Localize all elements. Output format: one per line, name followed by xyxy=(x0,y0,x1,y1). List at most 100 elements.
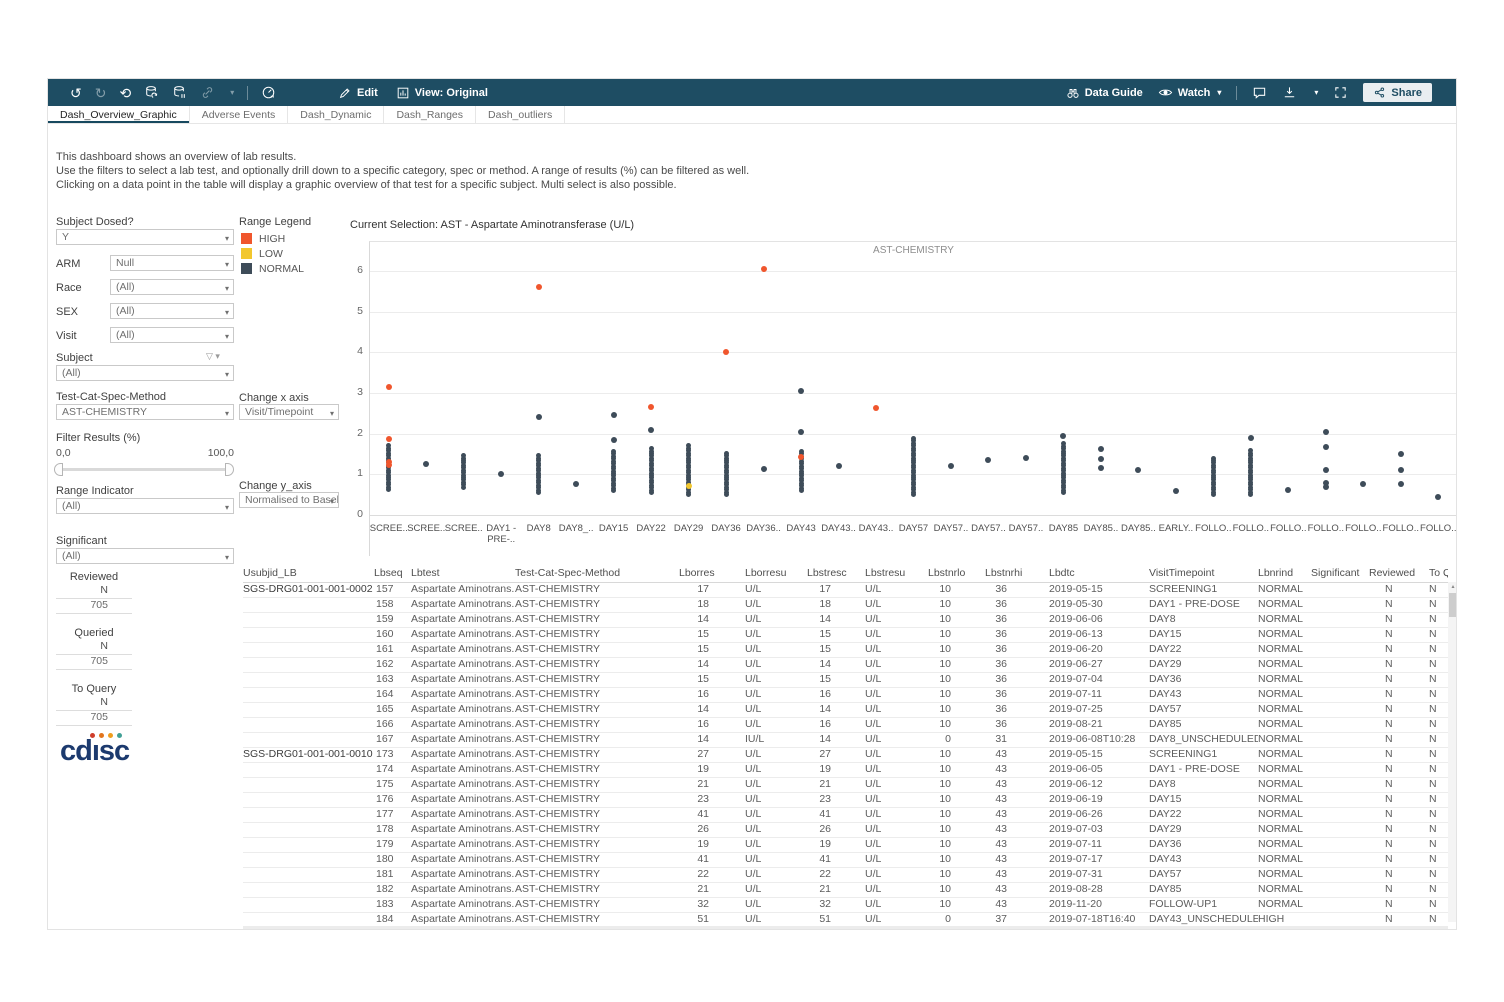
filter-dropdown-arm[interactable]: Null ▾ xyxy=(110,255,234,271)
column-header-lborres[interactable]: Lborres xyxy=(679,567,715,579)
column-header-significant[interactable]: Significant xyxy=(1311,567,1360,579)
tab-dash-overview-graphic[interactable]: Dash_Overview_Graphic xyxy=(48,106,190,123)
axis-control-dropdown-0[interactable]: Visit/Timepoint ▾ xyxy=(239,404,339,420)
data-point-normal[interactable] xyxy=(1322,467,1329,474)
table-row[interactable]: 175 Aspartate Aminotrans.. AST-CHEMISTRY 21… xyxy=(243,777,1448,793)
data-point-normal[interactable] xyxy=(461,479,467,485)
data-point-normal[interactable] xyxy=(1248,467,1254,473)
data-point-normal[interactable] xyxy=(386,479,392,485)
filter-dropdown-subject-dosed-[interactable]: Y ▾ xyxy=(56,229,234,245)
data-point-normal[interactable] xyxy=(536,453,542,459)
filter-dropdown-significant[interactable]: (All) ▾ xyxy=(56,548,234,564)
data-point-normal[interactable] xyxy=(723,479,729,485)
table-row[interactable]: 165 Aspartate Aminotrans.. AST-CHEMISTRY 14… xyxy=(243,702,1448,718)
data-point-normal[interactable] xyxy=(386,472,392,478)
table-row[interactable]: 160 Aspartate Aminotrans.. AST-CHEMISTRY 15… xyxy=(243,627,1448,643)
data-point-normal[interactable] xyxy=(911,450,916,456)
data-point-normal[interactable] xyxy=(1060,441,1066,447)
data-point-normal[interactable] xyxy=(1060,448,1066,454)
data-point-normal[interactable] xyxy=(536,487,542,493)
data-point-normal[interactable] xyxy=(386,445,392,451)
data-point-normal[interactable] xyxy=(648,487,654,493)
data-point-normal[interactable] xyxy=(536,482,542,488)
data-point-normal[interactable] xyxy=(423,461,430,468)
data-point-normal[interactable] xyxy=(1248,489,1254,495)
data-point-normal[interactable] xyxy=(1248,477,1254,483)
filter-dropdown-race[interactable]: (All) ▾ xyxy=(110,279,234,295)
data-point-normal[interactable] xyxy=(386,455,392,461)
table-row[interactable]: 178 Aspartate Aminotrans.. AST-CHEMISTRY 26… xyxy=(243,822,1448,838)
table-row[interactable]: 166 Aspartate Aminotrans.. AST-CHEMISTRY 16… xyxy=(243,717,1448,733)
table-row[interactable]: SGS-DRG01-001-001-0002 157 Aspartate Amino… xyxy=(243,582,1448,598)
column-header-lbdtc[interactable]: Lbdtc xyxy=(1049,567,1075,579)
data-point-normal[interactable] xyxy=(1097,446,1104,453)
tab-dash-ranges[interactable]: Dash_Ranges xyxy=(384,106,477,123)
data-point-normal[interactable] xyxy=(985,456,992,463)
column-header-usubjid-lb[interactable]: Usubjid_LB xyxy=(243,567,297,579)
column-header-lbstnrhi[interactable]: Lbstnrhi xyxy=(985,567,1023,579)
data-point-normal[interactable] xyxy=(611,480,617,486)
data-point-normal[interactable] xyxy=(461,484,467,490)
data-point-normal[interactable] xyxy=(1285,486,1292,493)
data-point-normal[interactable] xyxy=(1210,484,1216,490)
data-point-normal[interactable] xyxy=(798,428,805,435)
data-point-normal[interactable] xyxy=(1097,465,1104,472)
data-point-normal[interactable] xyxy=(911,467,916,473)
data-point-normal[interactable] xyxy=(648,482,654,488)
data-point-normal[interactable] xyxy=(1060,470,1066,476)
data-point-normal[interactable] xyxy=(911,445,916,451)
column-header-lbstresc[interactable]: Lbstresc xyxy=(807,567,847,579)
data-point-normal[interactable] xyxy=(573,481,580,488)
data-point-normal[interactable] xyxy=(461,467,467,473)
results-slider-track[interactable] xyxy=(54,463,234,476)
data-point-normal[interactable] xyxy=(610,412,617,419)
scroll-up-icon[interactable]: ▴ xyxy=(1451,584,1455,590)
table-row[interactable]: 158 Aspartate Aminotrans.. AST-CHEMISTRY 18… xyxy=(243,597,1448,613)
column-header-test-cat-spec-method[interactable]: Test-Cat-Spec-Method xyxy=(515,567,621,579)
watch-button[interactable]: Watch ▾ xyxy=(1158,85,1221,100)
table-row[interactable]: 180 Aspartate Aminotrans.. AST-CHEMISTRY 41… xyxy=(243,852,1448,868)
table-row[interactable]: 161 Aspartate Aminotrans.. AST-CHEMISTRY 15… xyxy=(243,642,1448,658)
data-point-normal[interactable] xyxy=(686,472,692,478)
data-point-normal[interactable] xyxy=(1210,467,1216,473)
data-point-normal[interactable] xyxy=(536,465,542,471)
data-point-normal[interactable] xyxy=(686,445,692,451)
data-point-normal[interactable] xyxy=(686,455,692,461)
data-point-normal[interactable] xyxy=(1022,455,1029,462)
data-point-normal[interactable] xyxy=(723,462,729,468)
view-original-button[interactable]: View: Original xyxy=(396,86,488,100)
data-point-high[interactable] xyxy=(798,454,805,461)
table-row[interactable]: 177 Aspartate Aminotrans.. AST-CHEMISTRY 41… xyxy=(243,807,1448,823)
data-point-normal[interactable] xyxy=(947,463,954,470)
data-point-normal[interactable] xyxy=(1248,448,1254,454)
data-point-normal[interactable] xyxy=(536,477,542,483)
data-point-normal[interactable] xyxy=(386,443,392,449)
column-header-to-query[interactable]: To Query xyxy=(1429,567,1448,579)
table-row[interactable]: 176 Aspartate Aminotrans.. AST-CHEMISTRY 23… xyxy=(243,792,1448,808)
data-point-normal[interactable] xyxy=(760,466,767,473)
data-point-normal[interactable] xyxy=(536,470,542,476)
data-point-normal[interactable] xyxy=(798,387,805,394)
data-point-normal[interactable] xyxy=(1060,465,1066,471)
data-point-normal[interactable] xyxy=(461,472,467,478)
data-point-normal[interactable] xyxy=(386,484,392,490)
data-point-normal[interactable] xyxy=(1248,484,1254,490)
data-point-normal[interactable] xyxy=(911,440,916,446)
data-point-normal[interactable] xyxy=(686,467,692,473)
data-point-high[interactable] xyxy=(385,435,392,442)
data-point-normal[interactable] xyxy=(911,479,916,485)
data-point-normal[interactable] xyxy=(1210,462,1216,468)
data-point-normal[interactable] xyxy=(1322,480,1329,487)
data-point-normal[interactable] xyxy=(648,455,654,461)
data-point-normal[interactable] xyxy=(611,468,617,474)
table-row[interactable]: 159 Aspartate Aminotrans.. AST-CHEMISTRY 14… xyxy=(243,612,1448,628)
data-point-normal[interactable] xyxy=(1060,455,1066,461)
data-point-high[interactable] xyxy=(648,404,655,411)
download-icon[interactable] xyxy=(1282,85,1297,100)
data-point-normal[interactable] xyxy=(911,435,916,441)
data-point-high[interactable] xyxy=(873,405,880,412)
data-point-normal[interactable] xyxy=(1060,443,1066,449)
filter-dropdown-test-cat-spec-method[interactable]: AST-CHEMISTRY ▾ xyxy=(56,404,234,420)
data-point-normal[interactable] xyxy=(1210,455,1216,461)
fullscreen-icon[interactable] xyxy=(1333,85,1348,100)
